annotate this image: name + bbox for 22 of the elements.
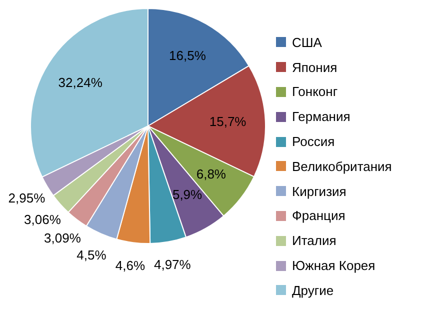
data-label: 2,95% (8, 190, 46, 206)
legend-label: Россия (292, 134, 335, 150)
data-label: 16,5% (169, 48, 206, 64)
legend-label: США (292, 34, 322, 50)
data-label: 3,09% (44, 230, 82, 246)
legend-label: Италия (292, 233, 336, 248)
data-label: 4,6% (115, 258, 146, 273)
legend-label: Другие (292, 282, 334, 298)
legend-label: Южная Корея (292, 258, 376, 274)
data-label: 6,8% (196, 166, 226, 182)
legend-label: Великобритания (292, 158, 392, 174)
legend-label: Гонконг (292, 84, 338, 100)
legend-label: Япония (292, 60, 338, 75)
data-label: 32,24% (58, 75, 103, 90)
data-label: 4,97% (154, 256, 192, 272)
legend-label: Франция (292, 208, 346, 224)
data-label: 5,9% (172, 187, 203, 202)
data-label: 4,5% (76, 247, 107, 262)
legend-label: Германия (292, 109, 350, 124)
data-label: 15,7% (209, 114, 247, 129)
data-label: 3,06% (24, 212, 62, 227)
legend-label: Киргизия (292, 184, 346, 199)
